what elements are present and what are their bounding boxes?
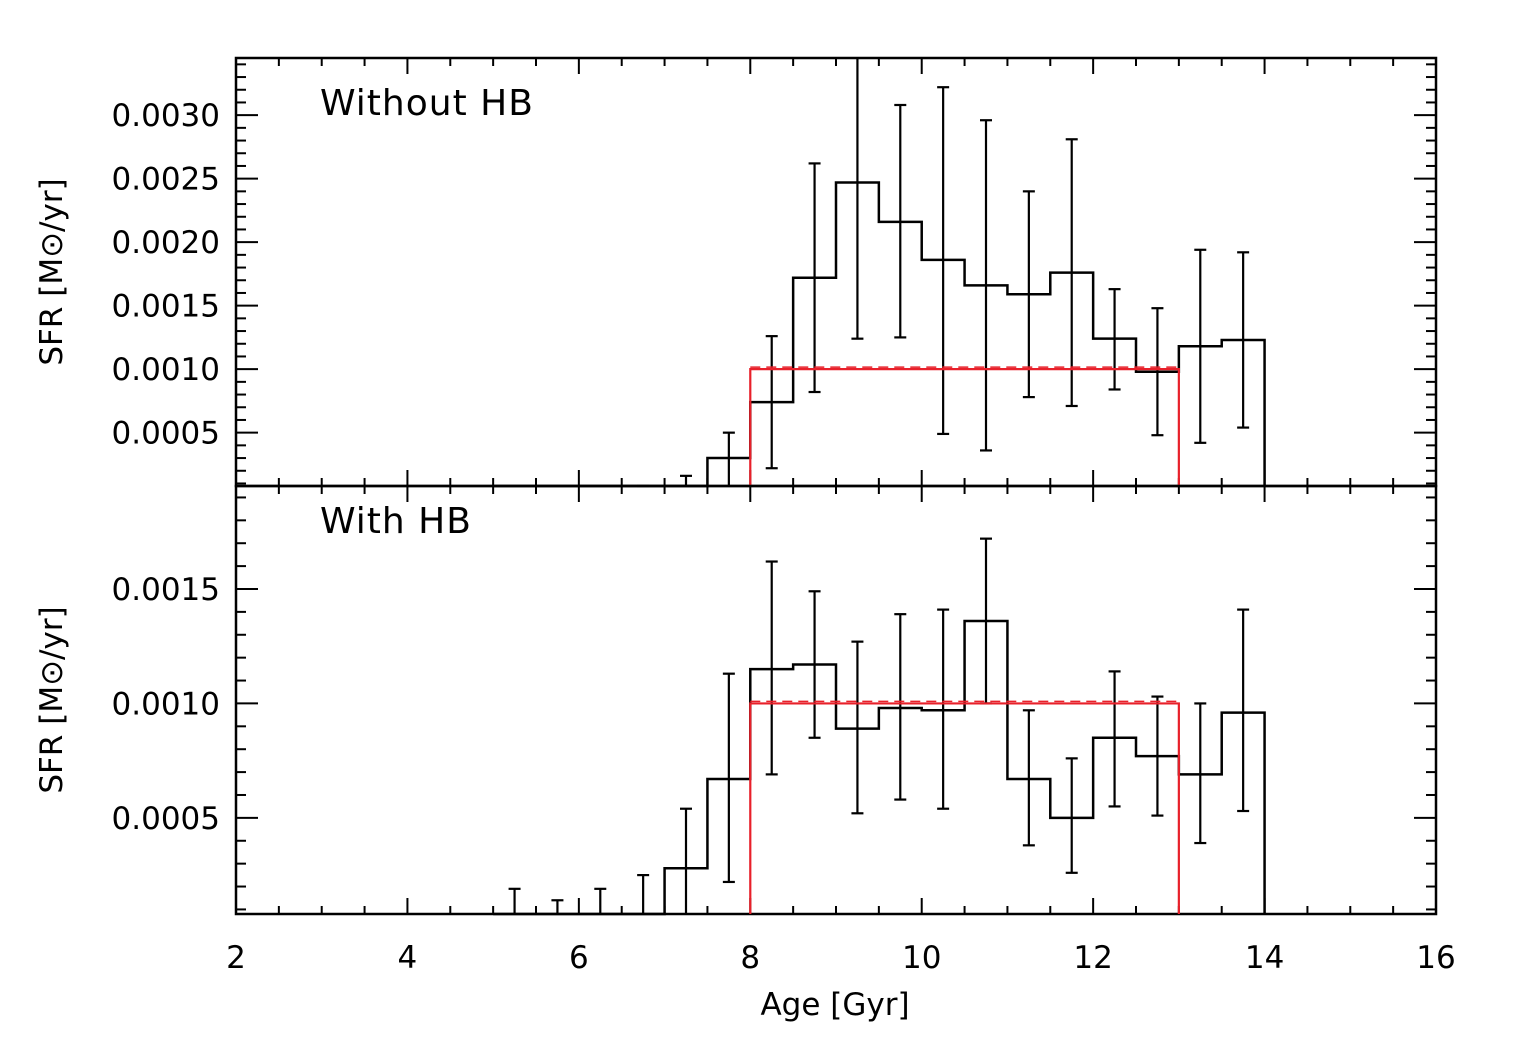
x-tick-labels: 2 4 6 8 10 12 14 16 — [226, 940, 1456, 976]
panel-without-hb: Without HB SFR [M⊙/yr] 0.0005 0.0010 0.001… — [34, 56, 1438, 488]
sfr-histogram-line — [493, 181, 1266, 488]
x-tick-label: 2 — [226, 940, 246, 976]
sfr-histogram-line — [493, 619, 1266, 916]
y-tick-label: 0.0020 — [112, 225, 220, 261]
y-tick-label: 0.0025 — [112, 162, 220, 198]
x-tick-label: 4 — [398, 940, 418, 976]
y-tick-label: 0.0005 — [112, 416, 220, 452]
y-tick-label: 0.0030 — [112, 98, 220, 134]
y-tick-label: 0.0010 — [112, 352, 220, 388]
panel-with-hb: With HB SFR [M⊙/yr] 0.0005 0.0010 0.0015 — [34, 484, 1438, 916]
input-sfr-line — [749, 368, 1180, 486]
y-tick-label: 0.0010 — [112, 686, 220, 722]
x-tick-label: 10 — [902, 940, 941, 976]
x-tick-label: 12 — [1073, 940, 1112, 976]
y-tick-label: 0.0015 — [112, 572, 220, 608]
panel-title-with-hb: With HB — [320, 501, 472, 542]
y-axis-label-top: SFR [M⊙/yr] — [34, 178, 70, 365]
x-tick-label: 16 — [1416, 940, 1455, 976]
y-tick-label: 0.0005 — [112, 801, 220, 837]
x-tick-label: 14 — [1245, 940, 1284, 976]
y-tick-label: 0.0015 — [112, 289, 220, 325]
x-axis-label: Age [Gyr] — [760, 987, 909, 1023]
x-tick-label: 8 — [740, 940, 760, 976]
input-sfr-line — [749, 702, 1180, 914]
x-tick-label: 6 — [569, 940, 589, 976]
y-axis-label-bottom: SFR [M⊙/yr] — [34, 606, 70, 793]
panel-title-without-hb: Without HB — [320, 83, 534, 124]
